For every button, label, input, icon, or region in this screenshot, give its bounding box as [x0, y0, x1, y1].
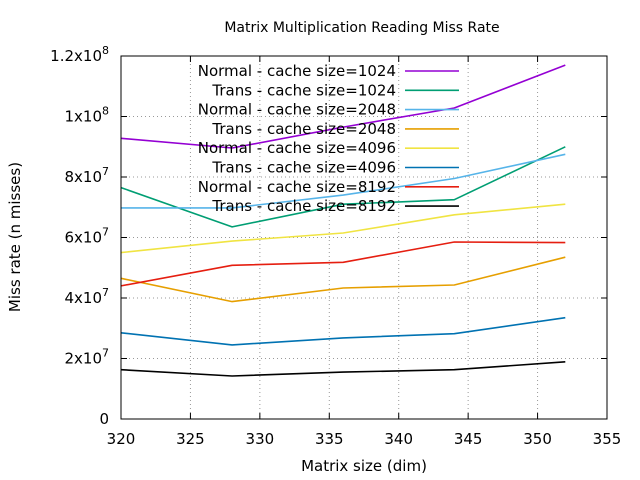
y-tick-label: 2x107	[64, 347, 109, 368]
x-tick-label: 345	[454, 430, 483, 448]
x-tick-label: 330	[246, 430, 275, 448]
x-axis-title: Matrix size (dim)	[301, 457, 427, 475]
legend-label: Normal - cache size=8192	[198, 178, 396, 196]
legend-label: Normal - cache size=1024	[198, 62, 396, 80]
y-axis-title: Miss rate (n misses)	[6, 162, 24, 312]
legend-label: Normal - cache size=4096	[198, 139, 396, 157]
y-tick-label: 8x107	[64, 165, 109, 186]
series-lines	[120, 64, 566, 377]
y-tick-label: 4x107	[64, 286, 109, 307]
series-line	[121, 153, 566, 209]
legend-label: Trans - cache size=8192	[211, 197, 396, 215]
series-line	[120, 316, 566, 346]
series-line	[120, 64, 566, 149]
x-tick-label: 340	[384, 430, 413, 448]
x-tick-label: 335	[315, 430, 344, 448]
y-tick-label: 1x108	[64, 105, 109, 126]
x-tick-label: 325	[176, 430, 205, 448]
axis-ticks: 320 325 330 335 340 345 350 355 0 2x107 4x107 6x107…	[50, 44, 621, 448]
y-tick-label: 0	[99, 410, 109, 428]
series-line	[120, 146, 566, 228]
grid-lines	[121, 56, 607, 419]
series-line	[120, 203, 566, 254]
x-tick-label: 355	[593, 430, 622, 448]
legend-label: Trans - cache size=2048	[211, 120, 396, 138]
y-tick-label: 6x107	[64, 226, 109, 247]
legend-label: Normal - cache size=2048	[198, 101, 396, 119]
y-tick-label: 1.2x108	[50, 44, 109, 65]
legend-label: Trans - cache size=4096	[211, 159, 396, 177]
x-tick-label: 320	[107, 430, 136, 448]
x-tick-label: 350	[523, 430, 552, 448]
series-line	[120, 256, 566, 303]
legend-label: Trans - cache size=1024	[211, 81, 396, 99]
series-line	[120, 241, 566, 287]
chart-title: Matrix Multiplication Reading Miss Rate	[224, 20, 499, 36]
series-line	[120, 361, 566, 377]
